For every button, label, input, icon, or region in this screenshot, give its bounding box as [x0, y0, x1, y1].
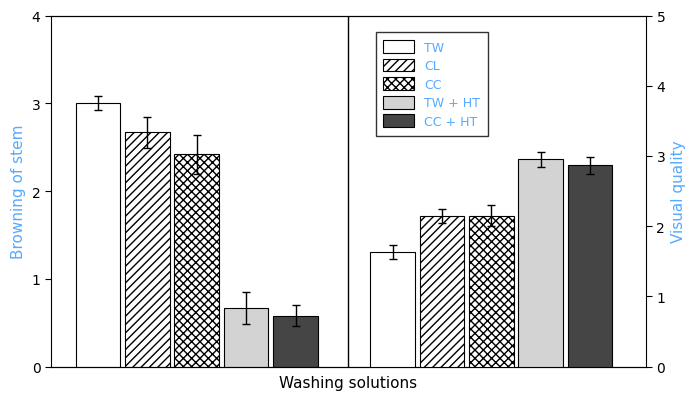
Bar — [76, 104, 121, 367]
Bar — [519, 160, 563, 367]
Bar — [273, 316, 318, 367]
Bar — [125, 133, 169, 367]
Bar — [370, 253, 415, 367]
Bar — [420, 216, 464, 367]
Legend: TW, CL, CC, TW + HT, CC + HT: TW, CL, CC, TW + HT, CC + HT — [376, 33, 488, 136]
Bar — [174, 155, 219, 367]
Bar — [224, 308, 268, 367]
Bar — [568, 166, 613, 367]
Y-axis label: Visual quality: Visual quality — [671, 140, 686, 243]
Y-axis label: Browning of stem: Browning of stem — [11, 125, 26, 259]
X-axis label: Washing solutions: Washing solutions — [279, 375, 418, 390]
Bar — [469, 216, 514, 367]
